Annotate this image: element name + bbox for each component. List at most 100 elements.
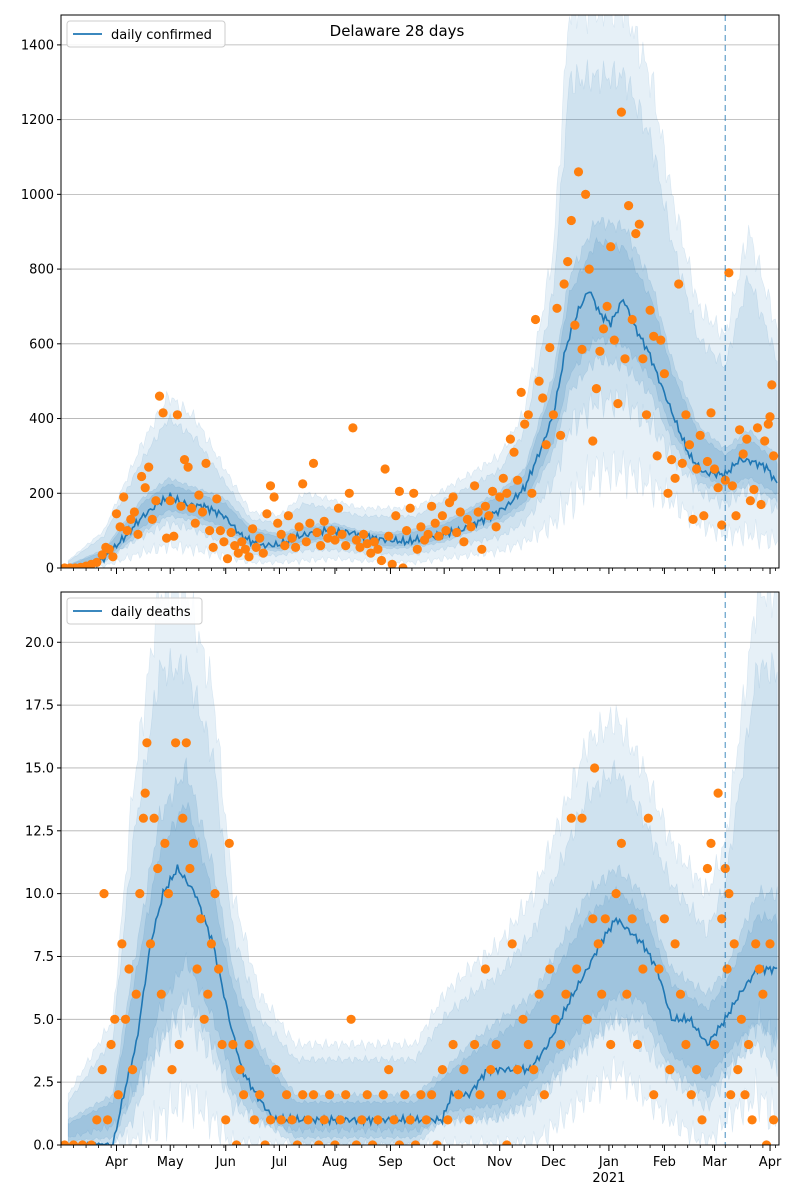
data-point <box>221 1115 231 1125</box>
data-point <box>265 1115 276 1125</box>
data-point <box>638 964 648 974</box>
data-point <box>744 1039 754 1050</box>
data-point <box>206 939 216 949</box>
band-outer-1 <box>67 648 778 1138</box>
data-point <box>214 964 224 974</box>
data-point <box>491 522 501 532</box>
data-point <box>502 488 512 498</box>
legend: daily confirmed <box>66 20 226 48</box>
data-point <box>111 509 122 519</box>
data-point <box>77 1140 88 1145</box>
data-point <box>394 486 404 496</box>
data-point <box>199 1014 209 1024</box>
y-tick-label: 12.5 <box>25 824 54 839</box>
data-point <box>765 939 775 949</box>
data-point <box>384 1065 394 1075</box>
data-point <box>606 242 616 252</box>
figure-title: Delaware 28 days <box>330 22 465 40</box>
data-point <box>351 535 361 545</box>
data-point <box>196 914 206 924</box>
data-point <box>92 1115 102 1125</box>
data-point <box>244 1039 254 1050</box>
data-point <box>437 511 447 521</box>
data-point <box>376 555 387 566</box>
data-point <box>498 473 508 483</box>
x-tick-label: Apr <box>105 1155 128 1170</box>
x-tick-label: Mar <box>702 1155 727 1170</box>
data-point <box>486 1065 496 1075</box>
data-point <box>643 813 653 823</box>
data-point <box>591 384 602 394</box>
data-point <box>767 380 777 390</box>
data-point <box>378 1090 388 1100</box>
data-point <box>203 989 213 999</box>
y-tick-label: 800 <box>29 263 54 278</box>
data-point <box>219 537 229 547</box>
data-point <box>197 507 208 517</box>
data-point <box>405 503 415 513</box>
data-point <box>369 537 379 547</box>
data-point <box>373 1115 383 1125</box>
data-point <box>448 1039 458 1050</box>
data-point <box>706 408 716 418</box>
data-point <box>362 539 372 549</box>
data-point <box>765 412 775 422</box>
data-point <box>584 264 594 274</box>
data-point <box>699 511 709 521</box>
data-point <box>459 537 469 547</box>
data-point <box>68 1140 79 1145</box>
data-point <box>335 1115 345 1125</box>
x-tick-label: Jun <box>215 1155 236 1170</box>
data-point <box>126 514 136 525</box>
data-point <box>541 440 551 450</box>
data-point <box>412 544 422 554</box>
data-point <box>355 542 365 553</box>
data-point <box>276 1115 286 1125</box>
data-point <box>681 1039 691 1050</box>
data-point <box>747 1115 757 1125</box>
data-point <box>620 354 630 364</box>
data-point <box>740 1090 750 1100</box>
data-point <box>717 914 727 924</box>
data-point <box>487 486 498 496</box>
legend-box <box>66 20 226 48</box>
y-tick-label: 1000 <box>21 188 54 203</box>
data-point <box>135 889 145 899</box>
data-point <box>545 342 555 353</box>
data-point <box>255 533 265 543</box>
band-outer-1 <box>67 59 778 568</box>
data-point <box>244 552 254 562</box>
data-point <box>337 529 347 540</box>
data-point <box>330 535 340 545</box>
legend-box <box>66 597 203 625</box>
data-point <box>283 511 293 521</box>
data-point <box>97 1065 107 1075</box>
data-point <box>151 496 161 506</box>
data-point <box>523 1039 533 1050</box>
data-point <box>742 434 752 444</box>
data-point <box>722 964 732 974</box>
data-point <box>421 1115 431 1125</box>
data-point <box>405 1115 415 1125</box>
data-point <box>590 763 600 773</box>
y-tick-label: 7.5 <box>33 950 54 965</box>
data-point <box>368 1140 378 1145</box>
data-point <box>215 526 225 536</box>
data-point <box>194 490 204 500</box>
data-point <box>684 440 695 450</box>
data-point <box>423 529 433 540</box>
data-point <box>622 989 632 999</box>
data-point <box>566 215 576 226</box>
data-point <box>99 889 109 899</box>
data-point <box>282 1090 292 1100</box>
data-point <box>171 738 181 748</box>
data-point <box>183 462 193 472</box>
y-tick-label: 0 <box>46 562 54 577</box>
x-tick-label: Jul <box>271 1155 288 1170</box>
data-point <box>160 838 170 849</box>
data-point <box>181 738 191 748</box>
data-point <box>330 1140 340 1145</box>
data-point <box>538 393 548 403</box>
x-tick-label: Oct <box>433 1155 455 1170</box>
